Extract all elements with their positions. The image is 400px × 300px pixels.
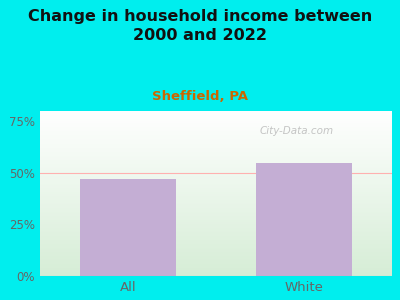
Text: City-Data.com: City-Data.com [260,126,334,136]
Text: Change in household income between
2000 and 2022: Change in household income between 2000 … [28,9,372,43]
Bar [80,179,176,276]
Text: Sheffield, PA: Sheffield, PA [152,90,248,103]
Bar [256,163,352,276]
